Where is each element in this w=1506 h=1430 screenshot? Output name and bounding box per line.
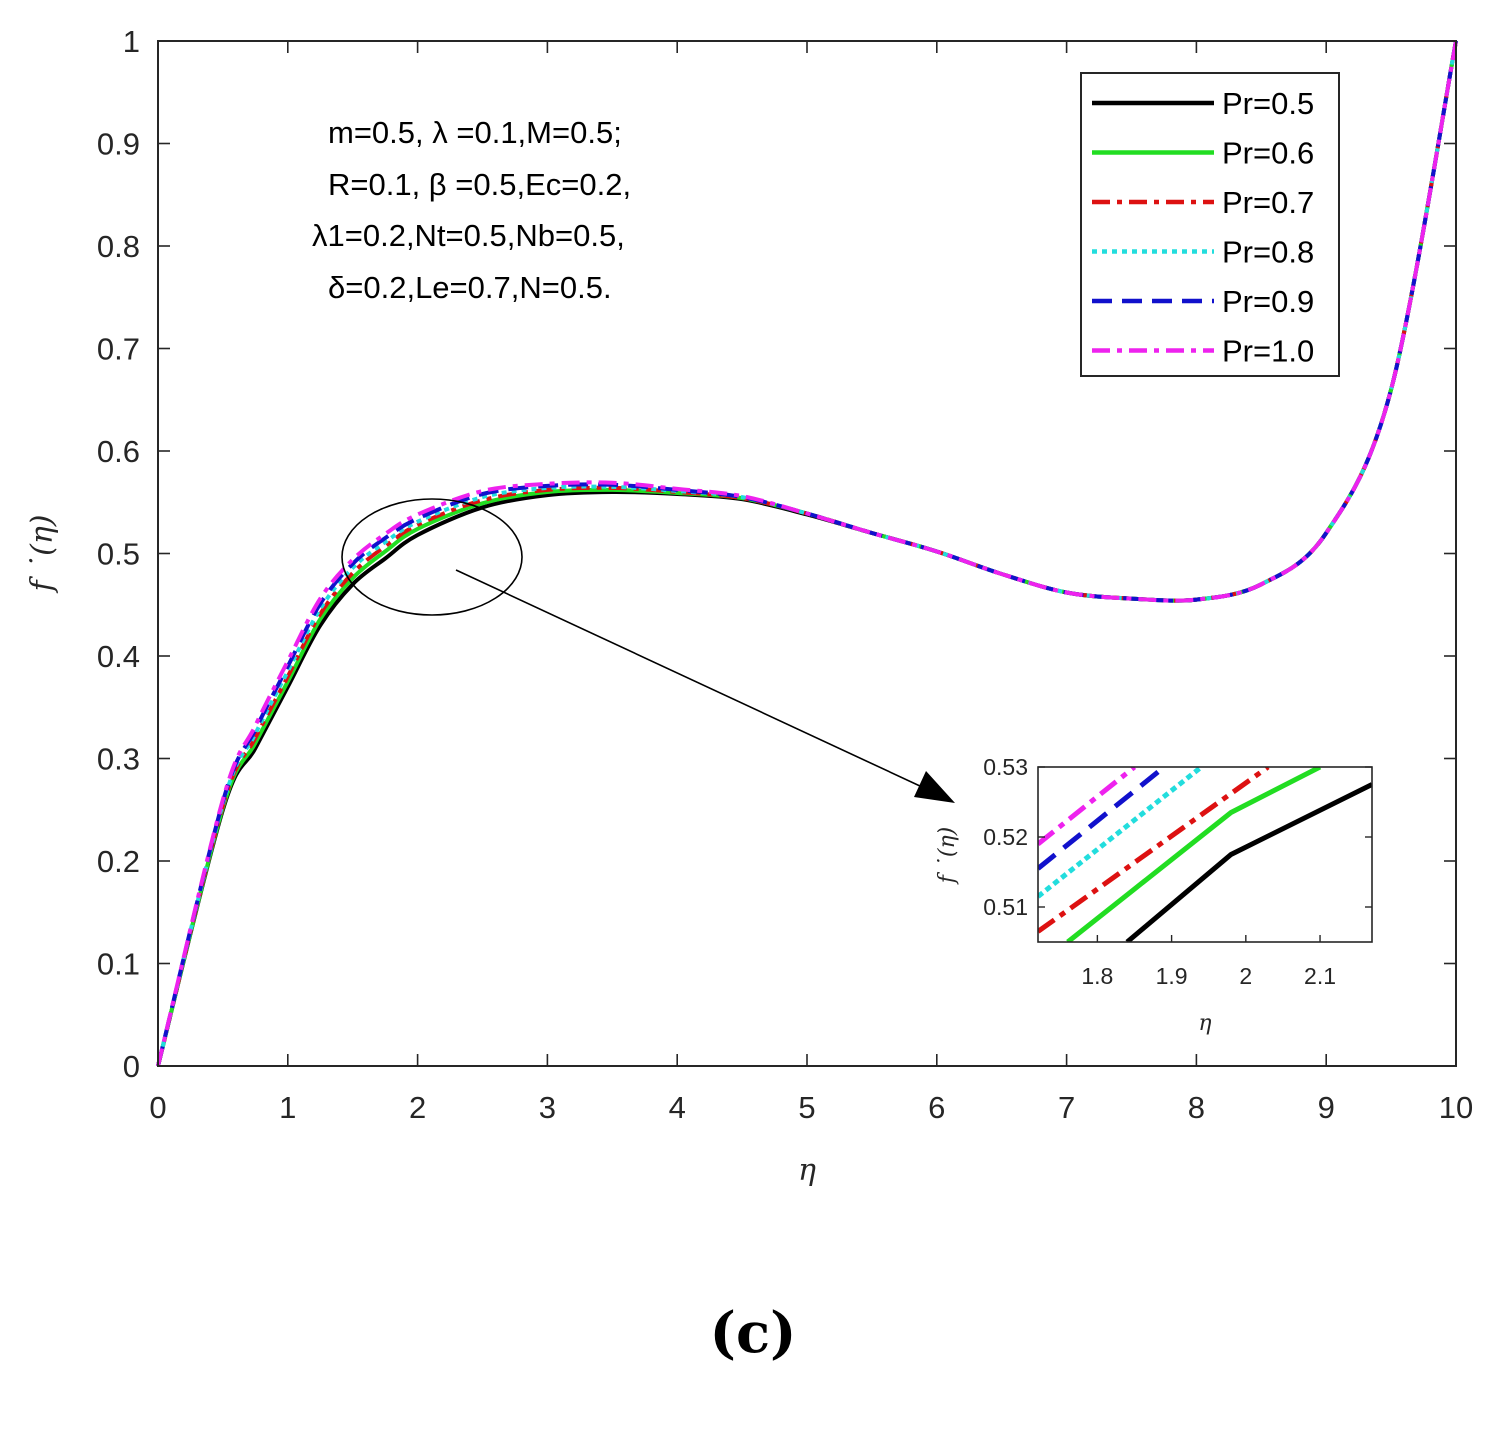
- zoom-arrow-head: [914, 771, 955, 803]
- legend-label: Pr=0.6: [1222, 136, 1314, 171]
- x-tick-label: 10: [1439, 1090, 1473, 1125]
- x-tick-label: 2: [409, 1090, 426, 1125]
- parameter-annotation: m=0.5, λ =0.1,M=0.5; R=0.1, β =0.5,Ec=0.…: [312, 115, 631, 305]
- legend-label: Pr=0.5: [1222, 86, 1314, 121]
- y-tick-label: 0.7: [97, 332, 140, 367]
- y-tick-label: 0.8: [97, 229, 140, 264]
- y-tick-label: 0.9: [97, 127, 140, 162]
- inset-series-line-Pr=0.9: [1038, 767, 1166, 871]
- annotation-line: δ=0.2,Le=0.7,N=0.5.: [328, 270, 612, 305]
- annotation-line: m=0.5, λ =0.1,M=0.5;: [328, 115, 622, 150]
- zoom-arrow-line: [455, 569, 936, 794]
- y-tick-label: 0.1: [97, 947, 140, 982]
- inset-series-line-Pr=0.8: [1038, 767, 1203, 899]
- inset-chart: 1.8 1.9 2 2.1 0.51 0.52 0.53 η f ˙(η): [935, 754, 1373, 1036]
- x-tick-label: 3: [539, 1090, 556, 1125]
- inset-series-line-Pr=0.7: [1038, 767, 1270, 934]
- y-tick-label: 1: [123, 24, 140, 59]
- inset-series-line-Pr=0.5: [1125, 782, 1372, 942]
- inset-x-tick-label: 2.1: [1304, 963, 1336, 989]
- annotation-line: λ1=0.2,Nt=0.5,Nb=0.5,: [312, 218, 625, 253]
- legend: Pr=0.5 Pr=0.6 Pr=0.7 Pr=0.8 Pr=0.9 Pr=1.0: [1080, 72, 1340, 377]
- legend-label: Pr=0.9: [1222, 284, 1314, 319]
- inset-y-tick-label: 0.51: [983, 894, 1028, 920]
- zoom-region-ellipse: [341, 498, 523, 616]
- x-tick-label: 8: [1188, 1090, 1205, 1125]
- y-axis-label: f ˙(η): [25, 514, 60, 593]
- main-series-group: [156, 40, 1458, 1067]
- inset-background: [1038, 767, 1372, 942]
- y-tick-label: 0.3: [97, 742, 140, 777]
- y-tick-label: 0.5: [97, 537, 140, 572]
- legend-label: Pr=1.0: [1222, 334, 1314, 369]
- x-tick-label: 4: [669, 1090, 686, 1125]
- series-line-Pr=1.0: [156, 40, 1458, 1067]
- series-line-Pr=0.9: [156, 40, 1458, 1067]
- inset-y-tick-label: 0.53: [983, 754, 1028, 780]
- y-tick-label: 0.6: [97, 434, 140, 469]
- x-tick-label: 6: [928, 1090, 945, 1125]
- inset-x-tick-label: 1.8: [1081, 963, 1113, 989]
- legend-box: [1080, 72, 1340, 377]
- legend-label: Pr=0.7: [1222, 185, 1314, 220]
- legend-label: Pr=0.8: [1222, 235, 1314, 270]
- inset-x-tick-label: 2: [1239, 963, 1252, 989]
- inset-frame: [1037, 766, 1373, 943]
- y-tick-label: 0.4: [97, 639, 140, 674]
- x-tick-label: 0: [149, 1090, 166, 1125]
- inset-y-tick-label: 0.52: [983, 824, 1028, 850]
- inset-y-axis-label: f ˙(η): [935, 827, 960, 885]
- x-tick-label: 5: [798, 1090, 815, 1125]
- x-axis-label: η: [798, 1153, 816, 1188]
- y-tick-label: 0: [123, 1049, 140, 1084]
- x-tick-label: 9: [1318, 1090, 1335, 1125]
- y-tick-label: 0.2: [97, 844, 140, 879]
- x-tick-label: 1: [279, 1090, 296, 1125]
- inset-series-line-Pr=0.6: [1066, 767, 1322, 942]
- panel-label: (c): [709, 1300, 797, 1366]
- inset-x-axis-label: η: [1198, 1011, 1211, 1036]
- annotation-line: R=0.1, β =0.5,Ec=0.2,: [328, 167, 631, 202]
- chart: 0 1 2 3 4 5 6 7 8 9 10 0 0.1 0.2 0.3 0.4 0.5 0.6 0.7 0.8 0.9…: [25, 24, 1473, 1188]
- inset-x-tick-label: 1.9: [1156, 963, 1188, 989]
- x-tick-label: 7: [1058, 1090, 1075, 1125]
- series-line-Pr=0.8: [156, 40, 1458, 1067]
